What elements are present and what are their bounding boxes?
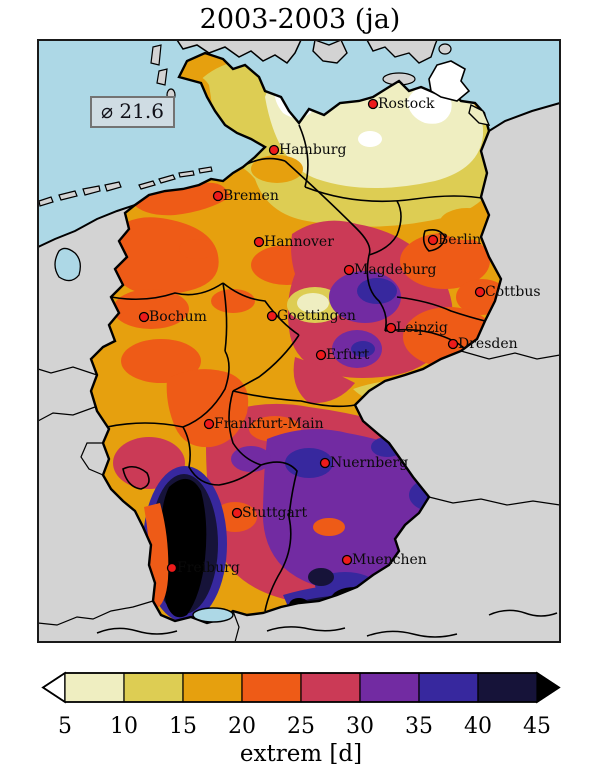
colorbar-tick-labels: 5 10 15 20 25 30 35 40 45 xyxy=(58,714,551,739)
city-label: Rostock xyxy=(378,96,435,112)
colorbar-tick: 10 xyxy=(110,714,138,739)
colorbar-tick: 35 xyxy=(405,714,433,739)
city-dot xyxy=(343,264,355,276)
city-marker-magdeburg: Magdeburg xyxy=(343,262,437,278)
city-marker-nuernberg: Nuernberg xyxy=(319,455,408,471)
colorbar-tick: 45 xyxy=(523,714,551,739)
city-label: Hannover xyxy=(264,234,334,250)
colorbar-canvas: 5 10 15 20 25 30 35 40 45 extrem [d] xyxy=(41,671,561,767)
colorbar-segment xyxy=(241,672,302,703)
city-marker-frankfurt-main: Frankfurt-Main xyxy=(203,416,324,432)
usedom-island xyxy=(468,103,491,126)
city-marker-dresden: Dresden xyxy=(447,336,518,352)
dutch-coastline xyxy=(37,204,136,248)
city-dot xyxy=(427,234,439,246)
colorbar-tick: 40 xyxy=(464,714,492,739)
colorbar-tick: 25 xyxy=(287,714,315,739)
colorbar-tick: 30 xyxy=(346,714,374,739)
city-dot xyxy=(385,322,397,334)
country-borders xyxy=(37,350,561,643)
colorbar-segment xyxy=(182,672,243,703)
denmark xyxy=(165,39,303,65)
city-dot xyxy=(474,286,486,298)
danish-island-funen xyxy=(312,39,348,64)
city-dot xyxy=(253,236,265,248)
city-marker-erfurt: Erfurt xyxy=(315,347,370,363)
colorbar-segment xyxy=(123,672,184,703)
city-marker-rostock: Rostock xyxy=(367,96,435,112)
alpine-terrain-lines xyxy=(96,609,558,638)
city-dot xyxy=(231,507,243,519)
city-marker-leipzig: Leipzig xyxy=(385,320,448,336)
colorbar-outline xyxy=(41,672,561,703)
city-dot xyxy=(166,562,178,574)
city-marker-stuttgart: Stuttgart xyxy=(231,505,307,521)
coastal-islands xyxy=(38,44,213,207)
city-marker-hannover: Hannover xyxy=(253,234,334,250)
city-dot xyxy=(138,311,150,323)
colorbar-tick: 5 xyxy=(58,714,72,739)
city-dot xyxy=(266,310,278,322)
colorbar-segment xyxy=(359,672,420,703)
city-label: Bremen xyxy=(223,188,279,204)
city-marker-cottbus: Cottbus xyxy=(474,284,541,300)
colorbar-segment xyxy=(300,672,361,703)
city-dot xyxy=(447,338,459,350)
colorbar-over-arrow xyxy=(536,671,561,704)
city-label: Dresden xyxy=(458,336,518,352)
map-canvas: Rostock Hamburg Bremen Hannover BerlinMagdeb… xyxy=(37,39,561,643)
city-dot xyxy=(212,190,224,202)
colorbar: 5 10 15 20 25 30 35 40 45 extrem [d] xyxy=(0,660,600,780)
neighboring-land xyxy=(37,39,561,643)
city-marker-hamburg: Hamburg xyxy=(268,142,347,158)
city-label: Leipzig xyxy=(396,320,448,336)
city-label: Cottbus xyxy=(485,284,541,300)
city-marker-muenchen: Muenchen xyxy=(341,552,427,568)
city-dot xyxy=(367,98,379,110)
plot-title: 2003-2003 (ja) xyxy=(199,4,401,35)
city-dot xyxy=(203,418,215,430)
ruegen-island xyxy=(428,60,471,102)
city-label: Muenchen xyxy=(352,552,427,568)
city-marker-bochum: Bochum xyxy=(138,309,207,325)
colorbar-segment xyxy=(477,672,538,703)
city-label: Goettingen xyxy=(277,308,356,324)
colorbar-segments xyxy=(64,672,538,703)
city-dot xyxy=(268,144,280,156)
map-frame xyxy=(37,39,561,643)
colorbar-tick: 20 xyxy=(228,714,256,739)
colorbar-segment xyxy=(418,672,479,703)
city-dot xyxy=(341,554,353,566)
ijsselmeer-lake xyxy=(54,247,81,282)
city-label: Berlin xyxy=(438,232,481,248)
city-label: Bochum xyxy=(149,309,207,325)
city-markers-layer: Rostock Hamburg Bremen Hannover BerlinMagdeb… xyxy=(138,96,541,576)
colorbar-axis-label: extrem [d] xyxy=(240,741,362,767)
colorbar-under-arrow xyxy=(41,671,66,704)
lake-constance xyxy=(192,607,234,623)
city-label: Hamburg xyxy=(279,142,347,158)
city-label: Frankfurt-Main xyxy=(214,416,324,432)
danish-island-zealand xyxy=(365,39,439,64)
mean-value-badge: ⌀ 21.6 xyxy=(90,96,175,128)
city-marker-goettingen: Goettingen xyxy=(266,308,356,324)
colorbar-segment xyxy=(64,672,125,703)
city-marker-freiburg: Freiburg xyxy=(166,560,240,576)
city-label: Nuernberg xyxy=(330,455,408,471)
polish-coastline xyxy=(488,102,561,132)
colorbar-tick: 15 xyxy=(169,714,197,739)
mean-value-label: ⌀ 21.6 xyxy=(101,99,164,123)
city-label: Freiburg xyxy=(177,560,240,576)
city-label: Magdeburg xyxy=(354,262,437,278)
city-marker-bremen: Bremen xyxy=(212,188,279,204)
city-label: Erfurt xyxy=(326,347,370,363)
city-marker-berlin: Berlin xyxy=(427,232,481,248)
map-area: Rostock Hamburg Bremen Hannover Berlin Magdeb… xyxy=(37,39,561,643)
city-dot xyxy=(319,457,331,469)
city-label: Stuttgart xyxy=(242,505,307,521)
city-dot xyxy=(315,349,327,361)
